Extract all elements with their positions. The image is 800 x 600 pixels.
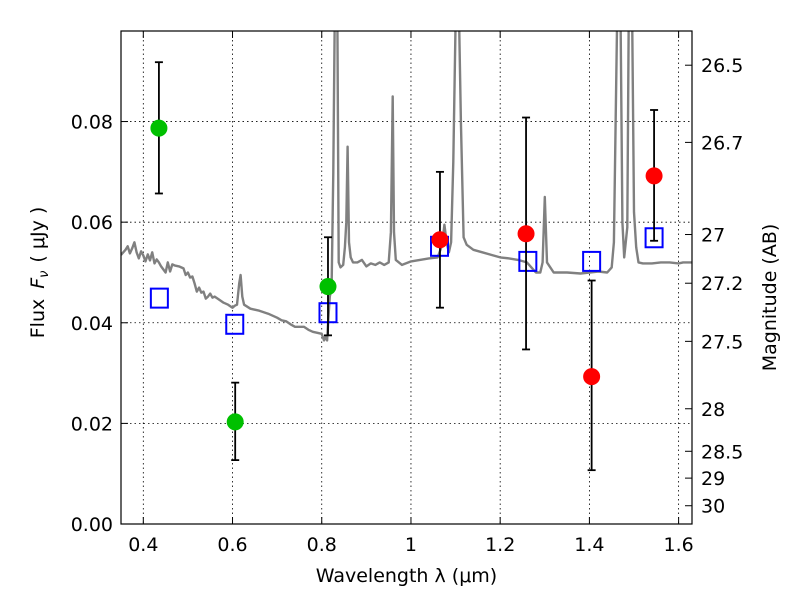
model-photometry-square <box>225 313 245 335</box>
y-tick-label: 0.08 <box>71 112 113 134</box>
right-tick-label: 30 <box>701 496 725 518</box>
x-tick-label: 1.6 <box>664 534 694 556</box>
x-tick-label: 1.4 <box>574 534 604 556</box>
x-tick-label: 0.6 <box>217 534 247 556</box>
y-axis-title-subscript: ν <box>37 271 52 278</box>
x-tick-label: 0.4 <box>128 534 158 556</box>
optical-photometry-point <box>150 119 168 137</box>
y-axis-title: Flux Fν ( μJy ) <box>27 207 52 339</box>
x-axis-title: Wavelength λ (μm) <box>316 565 497 587</box>
spectrum-layer <box>121 31 692 342</box>
right-tick-label: 27.2 <box>701 273 743 295</box>
x-tick-label: 0.8 <box>307 534 337 556</box>
optical-photometry-point <box>226 413 244 431</box>
model-photometry-square <box>518 250 538 272</box>
model-photometry-square <box>582 250 602 272</box>
y-tick-label: 0.06 <box>71 212 113 234</box>
model-photometry-square <box>149 287 169 309</box>
near-ir-photometry-point <box>431 231 449 249</box>
spectrum-line <box>121 31 692 342</box>
y-axis-title-unit: ( μJy ) <box>27 207 49 263</box>
y-axis-title-symbol: F <box>27 277 49 289</box>
near-ir-photometry-point <box>583 368 601 386</box>
x-tick-label: 1 <box>405 534 417 556</box>
near-ir-photometry-point <box>645 167 663 185</box>
ticks-layer: 0.4 0.6 0.8 1 1.2 1.4 1.6 0.00 0.02 0.04 0.06 0.08 2… <box>71 31 743 556</box>
right-tick-label: 28 <box>701 399 725 421</box>
y-tick-label: 0.04 <box>71 313 113 335</box>
optical-photometry-point <box>319 278 337 296</box>
right-axis-title: Magnitude (AB) <box>759 224 781 372</box>
right-tick-label: 26.5 <box>701 55 743 77</box>
x-tick-label: 1.2 <box>485 534 515 556</box>
right-tick-label: 26.7 <box>701 132 743 154</box>
near-ir-photometry-point <box>517 225 535 243</box>
grid-layer <box>121 31 692 524</box>
plot-frame <box>120 30 693 525</box>
right-tick-label: 27.5 <box>701 331 743 353</box>
y-tick-label: 0.02 <box>71 413 113 435</box>
right-tick-label: 28.5 <box>701 441 743 463</box>
points-layer <box>149 61 664 472</box>
y-axis-title-flux: Flux <box>27 299 49 339</box>
y-tick-label: 0.00 <box>71 514 113 536</box>
right-tick-label: 29 <box>701 468 725 490</box>
right-tick-label: 27 <box>701 225 725 247</box>
